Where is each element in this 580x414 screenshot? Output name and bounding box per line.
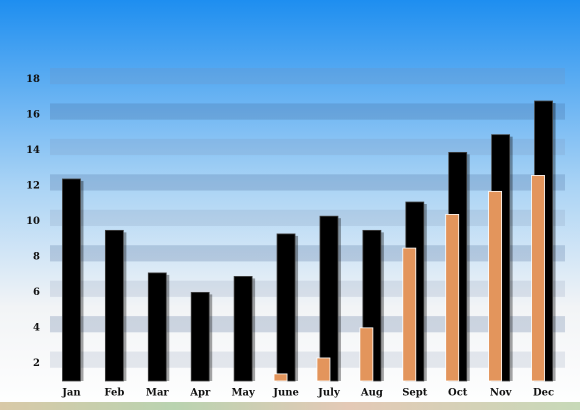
x-tick-label: Apr	[189, 388, 211, 399]
stripe	[50, 68, 565, 85]
bar	[233, 276, 253, 382]
y-tick-label: 18	[26, 74, 40, 85]
x-tick-label: Feb	[104, 388, 124, 399]
bar	[276, 233, 296, 382]
x-tick-label: Dec	[533, 388, 554, 399]
x-tick-label: May	[231, 388, 256, 399]
bar	[104, 229, 124, 382]
x-tick-label: Sept	[402, 388, 428, 399]
bar	[319, 215, 339, 382]
y-tick-label: 16	[26, 110, 40, 121]
x-tick-label: Nov	[490, 388, 513, 399]
bar	[316, 357, 331, 382]
x-tick-label: Jan	[61, 388, 81, 399]
y-tick-label: 4	[33, 322, 40, 333]
banknote-strip	[0, 402, 580, 410]
stripe	[50, 103, 565, 120]
bar	[359, 327, 374, 382]
x-tick-label: June	[272, 388, 299, 399]
stripe	[50, 209, 565, 226]
stripe	[50, 316, 565, 333]
stripe	[50, 174, 565, 191]
bar	[488, 190, 503, 382]
y-tick-label: 8	[33, 251, 40, 262]
stripe	[50, 138, 565, 156]
bar	[531, 175, 545, 382]
x-tick-label: July	[317, 388, 341, 399]
y-tick-label: 10	[26, 216, 40, 227]
x-tick-label: Aug	[360, 388, 383, 399]
y-tick-label: 6	[33, 287, 40, 298]
bar	[62, 178, 81, 382]
stripe	[50, 351, 565, 368]
stripe	[50, 280, 565, 297]
bar	[445, 214, 460, 382]
x-tick-label: Mar	[146, 388, 170, 399]
y-tick-label: 12	[26, 181, 40, 192]
y-tick-label: 14	[26, 145, 40, 156]
stripe	[50, 245, 565, 262]
bar	[402, 247, 417, 382]
bar	[190, 291, 210, 382]
bar	[273, 373, 288, 382]
bar	[147, 272, 167, 382]
x-tick-label: Oct	[448, 388, 468, 399]
y-tick-label: 2	[33, 358, 40, 369]
